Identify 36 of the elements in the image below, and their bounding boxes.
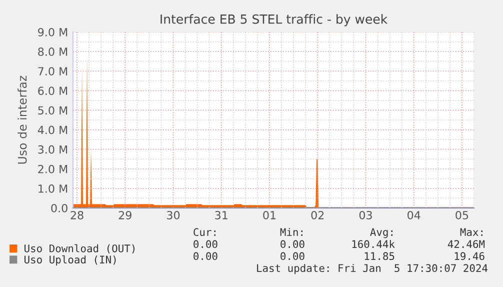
y-tick-label: 1.0 M — [38, 184, 68, 193]
chart-title: Interface EB 5 STEL traffic - by week — [160, 14, 388, 26]
text: 19.46 — [454, 252, 484, 260]
text: 160.44k — [352, 240, 395, 248]
x-tick-label: 29 — [118, 210, 132, 220]
x-tick-label: 03 — [359, 210, 372, 220]
y-tick-label: 6.0 M — [38, 86, 68, 96]
text: Last update: Fri Jan 5 17:30:07 2024 — [257, 264, 488, 274]
x-tick-label: 01 — [263, 210, 276, 220]
legend-label: Uso Upload (IN) — [24, 255, 116, 266]
y-tick-label: 4.0 M — [38, 126, 68, 134]
text: 0.00 — [280, 240, 304, 248]
text: 11.85 — [364, 252, 394, 260]
y-tick-label: 5.0 M — [38, 106, 68, 115]
legend-label: Uso Download (OUT) — [24, 244, 134, 254]
x-tick-label: 02 — [311, 210, 324, 220]
x-tick-label: 05 — [456, 210, 468, 220]
text: 0.00 — [280, 252, 304, 260]
x-tick-label: 31 — [215, 210, 228, 220]
x-tick-label: 04 — [408, 210, 420, 220]
text: 0.00 — [194, 252, 218, 260]
text: Min: — [280, 228, 302, 236]
y-tick-label: 0.0 — [51, 204, 68, 212]
text: Avg: — [370, 228, 392, 238]
text: 0.00 — [194, 240, 218, 248]
y-tick-label: 9.0 M — [38, 28, 68, 36]
text: Cur: — [194, 228, 216, 236]
y-tick-label: 3.0 M — [38, 145, 68, 154]
y-tick-label: 8.0 M — [38, 48, 68, 56]
y-tick-label: 2.0 M — [38, 164, 68, 174]
x-tick-label: 28 — [70, 210, 84, 220]
y-tick-label: 7.0 M — [38, 67, 68, 76]
text: 42.46M — [448, 240, 485, 248]
text: Max: — [460, 228, 482, 236]
x-tick-label: 30 — [167, 210, 180, 220]
y-axis-title: Uso de interfaz — [18, 76, 27, 164]
